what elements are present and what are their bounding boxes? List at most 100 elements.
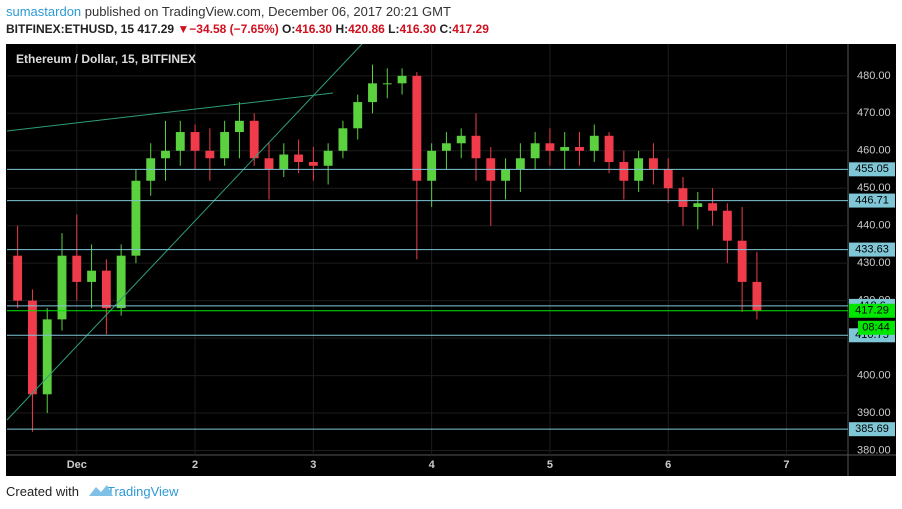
candle-body [13, 255, 23, 301]
candle-body [560, 147, 570, 151]
candle-body [501, 169, 511, 181]
candle-body [663, 169, 673, 189]
x-tick-label: 7 [783, 459, 789, 471]
candle-body [412, 75, 422, 181]
low: 416.30 [399, 22, 437, 36]
trend-line [6, 44, 363, 421]
candle-body [101, 270, 111, 309]
candle-body [693, 203, 703, 207]
level-box [849, 242, 895, 257]
change: −34.58 (−7.65%) [189, 22, 279, 36]
candle-body [57, 255, 67, 320]
chart-title: Ethereum / Dollar, 15, BITFINEX [16, 52, 196, 66]
candle-body [116, 255, 126, 309]
y-tick-label: 460.00 [857, 145, 891, 157]
level-box [849, 422, 895, 437]
author[interactable]: sumastardon [6, 4, 82, 19]
candle-body [722, 210, 732, 241]
level-box [849, 162, 895, 177]
candle-body [190, 132, 200, 151]
candle-body [249, 120, 259, 159]
high: 420.86 [348, 22, 385, 36]
candle-body [648, 158, 658, 170]
candle-body [515, 158, 525, 170]
quote-line: BITFINEX:ETHUSD, 15 417.29 ▼−34.58 (−7.6… [6, 22, 489, 36]
x-tick-label: 5 [547, 459, 553, 471]
header-line: sumastardon published on TradingView.com… [6, 4, 451, 19]
open: 416.30 [295, 22, 333, 36]
candle-body [530, 143, 540, 159]
candle-body [220, 132, 230, 159]
candle-body [87, 270, 97, 282]
y-tick-label: 400.00 [857, 369, 891, 381]
last-price-label: 417.29 [855, 305, 889, 317]
candle-body [264, 158, 274, 170]
level-label: 455.05 [855, 163, 889, 175]
y-tick-label: 380.00 [857, 444, 891, 456]
candle-body [294, 154, 304, 163]
y-tick-label: 480.00 [857, 70, 891, 82]
level-label: 385.69 [855, 423, 889, 435]
candle-body [42, 319, 52, 395]
candle-body [678, 188, 688, 207]
x-tick-label: 2 [192, 459, 198, 471]
chart: Ethereum / Dollar, 15, BITFINEX 380.00 39… [6, 44, 896, 476]
countdown-label: 08:44 [862, 322, 890, 334]
candle-body [131, 180, 141, 256]
candle-body [27, 300, 37, 395]
y-tick-label: 450.00 [857, 182, 891, 194]
x-tick-label: Dec [67, 459, 87, 471]
level-label: 446.71 [855, 194, 889, 206]
candle-body [368, 83, 377, 103]
y-tick-label: 390.00 [857, 407, 891, 419]
candle-body [234, 120, 244, 133]
candle-body [589, 135, 599, 151]
candle-body [308, 162, 318, 166]
level-label: 433.63 [855, 243, 889, 255]
candle-body [323, 150, 333, 166]
brand[interactable]: TradingView [106, 484, 179, 499]
x-tick-label: 6 [665, 459, 671, 471]
candle-body [737, 240, 747, 282]
candle-body [161, 150, 170, 159]
c-label: C: [439, 22, 453, 36]
published: published on TradingView.com, December 0… [84, 4, 451, 19]
o-label: O: [282, 22, 296, 36]
candle-body [545, 143, 555, 151]
x-tick-label: 4 [429, 459, 436, 471]
l-label: L: [388, 22, 400, 36]
candle-body [619, 162, 629, 181]
candle-body [338, 128, 348, 151]
symbol: BITFINEX:ETHUSD, 15 [6, 22, 135, 36]
candle-body [575, 147, 584, 151]
y-tick-label: 430.00 [857, 257, 891, 269]
x-tick-label: 3 [310, 459, 316, 471]
chart-bg [6, 44, 896, 476]
logo [89, 485, 113, 496]
level-box [849, 193, 895, 208]
candle-body [456, 135, 466, 144]
candle-body [353, 102, 363, 129]
candle-body [427, 150, 437, 181]
candle-body [382, 83, 392, 85]
footer: Created with TradingView [6, 484, 179, 499]
candle-body [72, 255, 82, 282]
candle-body [205, 150, 215, 159]
h-label: H: [335, 22, 349, 36]
candle-body [708, 203, 718, 211]
created: Created with [6, 484, 79, 499]
candle-body [441, 143, 451, 151]
close: 417.29 [452, 22, 489, 36]
countdown-box [858, 320, 895, 335]
candle-body [397, 75, 407, 84]
candle-body [752, 281, 762, 311]
y-tick-label: 440.00 [857, 220, 891, 232]
candle-body [279, 154, 289, 170]
y-tick-label: 470.00 [857, 107, 891, 119]
candle-body [471, 135, 481, 159]
candle-body [175, 132, 185, 151]
trend-line [6, 92, 334, 132]
last: 417.29 [137, 22, 175, 36]
candle-body [604, 135, 614, 163]
